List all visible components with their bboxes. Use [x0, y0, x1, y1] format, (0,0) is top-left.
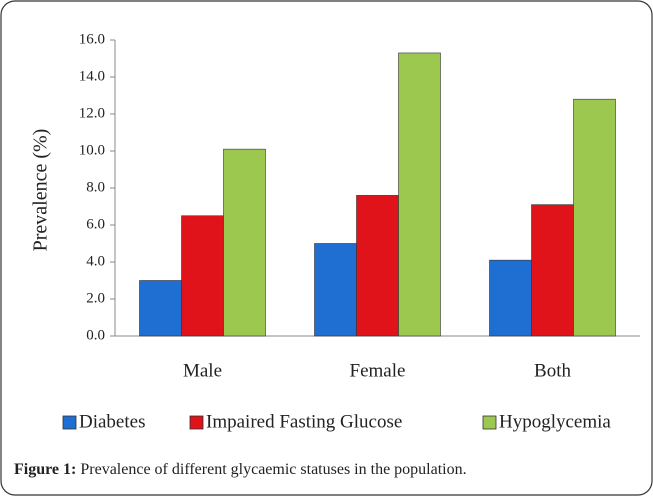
x-tick-label: Male — [183, 360, 222, 381]
y-tick-label: 16.0 — [79, 31, 105, 47]
caption-text: Prevalence of different glycaemic status… — [80, 461, 466, 478]
legend-label: Hypoglycemia — [499, 411, 611, 432]
y-tick-label: 2.0 — [86, 290, 105, 306]
y-axis-label: Prevalence (%) — [30, 129, 52, 252]
x-tick-label: Female — [350, 360, 406, 381]
bar — [139, 280, 182, 337]
bar — [314, 243, 357, 337]
legend-label: Impaired Fasting Glucose — [206, 411, 402, 432]
bar — [489, 259, 532, 337]
x-tick-label: Both — [534, 360, 571, 381]
legend-swatch — [62, 415, 77, 430]
bar — [356, 195, 399, 337]
y-tick-label: 4.0 — [86, 253, 105, 269]
legend-label: Diabetes — [79, 411, 145, 432]
y-tick-label: 10.0 — [79, 142, 105, 158]
bar — [223, 148, 266, 337]
y-tick-label: 0.0 — [86, 327, 105, 343]
caption-label: Figure 1: — [14, 461, 76, 478]
y-tick-label: 6.0 — [86, 216, 105, 232]
y-tick-label: 14.0 — [79, 68, 105, 84]
bar — [531, 204, 574, 337]
bar — [398, 52, 441, 337]
legend-swatch — [189, 415, 204, 430]
caption: Figure 1: Prevalence of different glycae… — [14, 461, 467, 478]
legend-swatch — [482, 415, 497, 430]
y-tick-label: 8.0 — [86, 179, 105, 195]
y-tick-label: 12.0 — [79, 105, 105, 121]
bar — [573, 98, 616, 337]
bar — [181, 215, 224, 337]
